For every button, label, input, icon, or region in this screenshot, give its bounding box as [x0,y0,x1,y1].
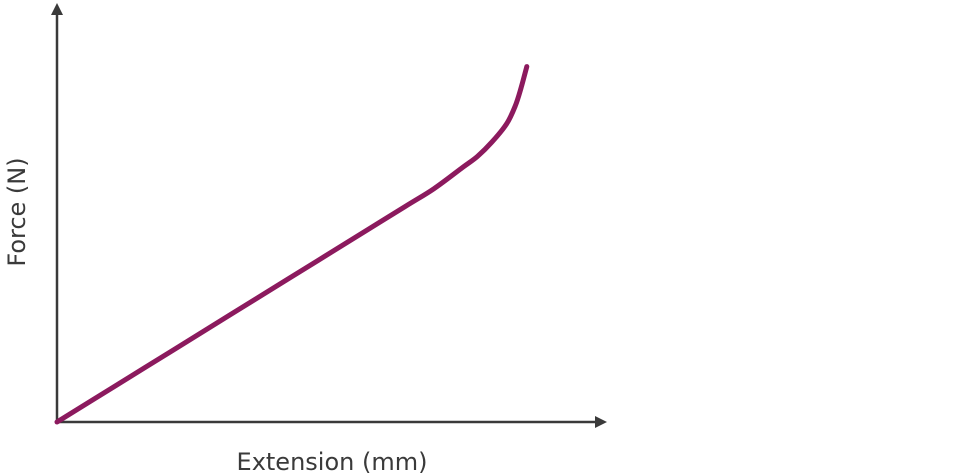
series-line-0 [54,64,530,425]
x-axis-arrow-icon [595,416,607,428]
y-axis-arrow-icon [51,3,63,15]
y-axis-label: Force (N) [3,157,31,266]
series-layer [54,64,530,425]
x-axis-label: Extension (mm) [237,448,428,475]
